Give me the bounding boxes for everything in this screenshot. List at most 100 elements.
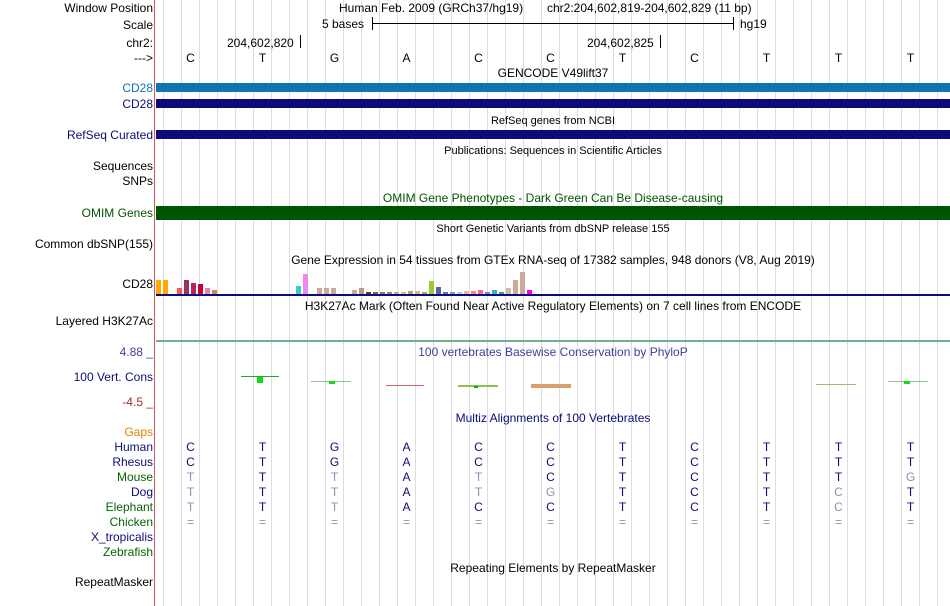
gtex-tissue-bar[interactable]: [464, 291, 469, 295]
reference-base: T: [906, 51, 915, 65]
gtex-tissue-bar[interactable]: [352, 290, 357, 295]
snps-label[interactable]: SNPs: [122, 174, 153, 188]
grid-line: [649, 0, 650, 606]
gtex-tissue-bar[interactable]: [324, 288, 329, 295]
scale-bar: [372, 23, 733, 24]
gtex-tissue-bar[interactable]: [527, 290, 532, 295]
gtex-tissue-bar[interactable]: [184, 280, 189, 295]
gtex-tissue-bar[interactable]: [359, 288, 364, 295]
gtex-tissue-bar[interactable]: [499, 292, 504, 295]
cons-min-label: -4.5 _: [122, 395, 153, 409]
gencode-transcript-1[interactable]: [156, 83, 950, 92]
gtex-tissue-bar[interactable]: [303, 274, 308, 295]
h3k27ac-signal[interactable]: [156, 340, 950, 342]
species-label[interactable]: Elephant: [105, 500, 153, 514]
gencode-label-2[interactable]: CD28: [122, 97, 153, 111]
species-label[interactable]: Chicken: [109, 515, 153, 529]
refseq-label[interactable]: RefSeq Curated: [66, 128, 153, 142]
gtex-tissue-bar[interactable]: [331, 288, 336, 295]
gencode-label-1[interactable]: CD28: [122, 81, 153, 95]
gtex-tissue-bar[interactable]: [387, 292, 392, 295]
gencode-track-title[interactable]: GENCODE V49lift37: [497, 66, 609, 80]
gtex-tissue-bar[interactable]: [408, 291, 413, 295]
gtex-tissue-bar[interactable]: [191, 283, 196, 295]
cons-max-label: 4.88 _: [119, 345, 153, 359]
gtex-label[interactable]: CD28: [122, 277, 153, 291]
gtex-tissue-bar[interactable]: [177, 288, 182, 295]
species-label[interactable]: Human: [114, 440, 153, 454]
gtex-tissue-bar[interactable]: [506, 288, 511, 295]
aligned-base: =: [690, 515, 698, 529]
h3k27ac-track-title[interactable]: H3K27Ac Mark (Often Found Near Active Re…: [304, 299, 802, 313]
aligned-base: T: [762, 440, 771, 454]
species-label[interactable]: Zebrafish: [102, 545, 153, 559]
grid-line: [433, 0, 434, 606]
gtex-expression-chart[interactable]: [156, 266, 950, 295]
multiz-track-title[interactable]: Multiz Alignments of 100 Vertebrates: [455, 411, 651, 425]
gtex-tissue-bar[interactable]: [471, 291, 476, 295]
gencode-transcript-2[interactable]: [156, 99, 950, 108]
gtex-tissue-bar[interactable]: [205, 288, 210, 295]
refseq-gene[interactable]: [156, 130, 950, 139]
aligned-base: C: [186, 440, 195, 454]
grid-line: [289, 0, 290, 606]
species-label[interactable]: Dog: [130, 485, 153, 499]
grid-line: [775, 0, 776, 606]
species-label[interactable]: Mouse: [116, 470, 153, 484]
reference-base: T: [618, 51, 627, 65]
reference-base: C: [186, 51, 195, 65]
window-position[interactable]: chr2:204,602,819-204,602,829 (11 bp): [547, 1, 752, 15]
gtex-tissue-bar[interactable]: [366, 292, 371, 295]
grid-line: [325, 0, 326, 606]
repeat-track-title[interactable]: Repeating Elements by RepeatMasker: [450, 561, 656, 575]
gtex-tissue-bar[interactable]: [317, 288, 322, 295]
species-label[interactable]: Rhesus: [112, 455, 153, 469]
pubs-track-title[interactable]: Publications: Sequences in Scientific Ar…: [444, 145, 662, 157]
omim-feature[interactable]: [156, 206, 950, 220]
aligned-base: A: [402, 455, 411, 469]
cons-label[interactable]: 100 Vert. Cons: [73, 370, 153, 384]
gtex-tissue-bar[interactable]: [380, 292, 385, 295]
grid-line: [667, 0, 668, 606]
reference-base: C: [474, 51, 483, 65]
gtex-tissue-bar[interactable]: [394, 292, 399, 295]
omim-label[interactable]: OMIM Genes: [81, 206, 153, 220]
dbsnp-track-title[interactable]: Short Genetic Variants from dbSNP releas…: [436, 223, 670, 235]
gtex-tissue-bar[interactable]: [296, 286, 301, 295]
gtex-tissue-bar[interactable]: [492, 290, 497, 295]
gtex-tissue-bar[interactable]: [457, 292, 462, 295]
gaps-label[interactable]: Gaps: [124, 425, 153, 439]
gtex-tissue-bar[interactable]: [422, 292, 427, 295]
gtex-tissue-bar[interactable]: [436, 287, 441, 295]
gtex-tissue-bar[interactable]: [156, 280, 161, 295]
h3k27ac-label[interactable]: Layered H3K27Ac: [55, 314, 153, 328]
phylop-plot[interactable]: [156, 360, 950, 400]
repeat-label[interactable]: RepeatMasker: [74, 575, 153, 589]
aligned-base: T: [330, 470, 339, 484]
omim-track-title[interactable]: OMIM Gene Phenotypes - Dark Green Can Be…: [382, 191, 724, 205]
gtex-tissue-bar[interactable]: [443, 292, 448, 295]
cons-track-title[interactable]: 100 vertebrates Basewise Conservation by…: [418, 345, 688, 359]
grid-line: [613, 0, 614, 606]
gtex-tissue-bar[interactable]: [401, 292, 406, 295]
gtex-tissue-bar[interactable]: [429, 281, 434, 295]
gtex-tissue-bar[interactable]: [478, 290, 483, 295]
gtex-tissue-bar[interactable]: [450, 292, 455, 295]
gtex-tissue-bar[interactable]: [373, 292, 378, 295]
gtex-tissue-bar[interactable]: [415, 291, 420, 295]
dbsnp-label[interactable]: Common dbSNP(155): [34, 237, 153, 251]
sequences-label[interactable]: Sequences: [92, 159, 153, 173]
gtex-track-title[interactable]: Gene Expression in 54 tissues from GTEx …: [291, 253, 815, 267]
gtex-tissue-bar[interactable]: [212, 290, 217, 295]
gtex-tissue-bar[interactable]: [163, 280, 168, 295]
phylop-base-7: [888, 381, 928, 384]
refseq-track-title[interactable]: RefSeq genes from NCBI: [490, 115, 616, 127]
species-label[interactable]: X_tropicalis: [90, 530, 153, 544]
aligned-base: C: [834, 500, 843, 514]
gtex-tissue-bar[interactable]: [198, 284, 203, 295]
aligned-base: C: [546, 455, 555, 469]
reference-base: T: [762, 51, 771, 65]
gtex-tissue-bar[interactable]: [485, 292, 490, 295]
gtex-tissue-bar[interactable]: [520, 272, 525, 295]
gtex-tissue-bar[interactable]: [513, 280, 518, 295]
